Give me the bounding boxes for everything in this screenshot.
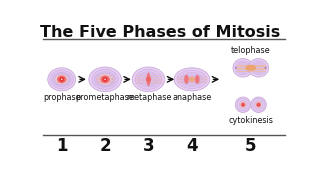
Ellipse shape [55,74,69,85]
Ellipse shape [238,62,248,73]
Circle shape [265,67,267,69]
Text: cytokinesis: cytokinesis [228,116,273,125]
Ellipse shape [180,72,204,86]
Text: 1: 1 [56,137,68,155]
Ellipse shape [184,75,189,84]
Ellipse shape [237,99,249,111]
Ellipse shape [52,72,71,86]
Ellipse shape [189,77,195,82]
Text: 2: 2 [99,137,111,155]
Text: prometaphase: prometaphase [76,93,134,102]
Ellipse shape [60,77,64,82]
Ellipse shape [248,58,268,77]
Circle shape [61,79,62,80]
Ellipse shape [235,61,251,75]
Ellipse shape [252,99,265,111]
Text: 4: 4 [186,137,198,155]
Ellipse shape [48,68,76,91]
Ellipse shape [103,77,108,82]
Ellipse shape [97,73,113,85]
Ellipse shape [100,75,110,83]
Ellipse shape [146,77,151,82]
Circle shape [243,104,244,105]
Ellipse shape [251,97,266,112]
Text: 5: 5 [245,137,257,155]
Ellipse shape [257,104,260,106]
Ellipse shape [50,70,73,89]
Text: metaphase: metaphase [126,93,171,102]
Ellipse shape [239,101,247,109]
Ellipse shape [139,72,159,87]
Ellipse shape [92,69,118,89]
Ellipse shape [174,68,210,91]
Ellipse shape [195,75,200,84]
Ellipse shape [132,67,165,92]
Ellipse shape [135,69,162,89]
Text: telophase: telophase [231,46,271,55]
Text: prophase: prophase [43,93,81,102]
Text: The Five Phases of Mitosis: The Five Phases of Mitosis [40,25,280,40]
Circle shape [258,104,259,105]
Ellipse shape [245,65,256,71]
Ellipse shape [94,72,116,87]
Ellipse shape [241,102,245,107]
Ellipse shape [235,97,251,112]
Circle shape [104,79,106,80]
Circle shape [235,67,237,69]
Ellipse shape [242,104,244,106]
Ellipse shape [89,67,121,92]
Text: anaphase: anaphase [172,93,212,102]
Ellipse shape [256,102,261,107]
Ellipse shape [177,70,207,89]
Ellipse shape [251,61,266,75]
Ellipse shape [253,62,264,73]
Ellipse shape [57,75,66,83]
Text: 3: 3 [143,137,154,155]
Ellipse shape [233,58,253,77]
Ellipse shape [147,72,150,86]
Ellipse shape [255,101,262,109]
